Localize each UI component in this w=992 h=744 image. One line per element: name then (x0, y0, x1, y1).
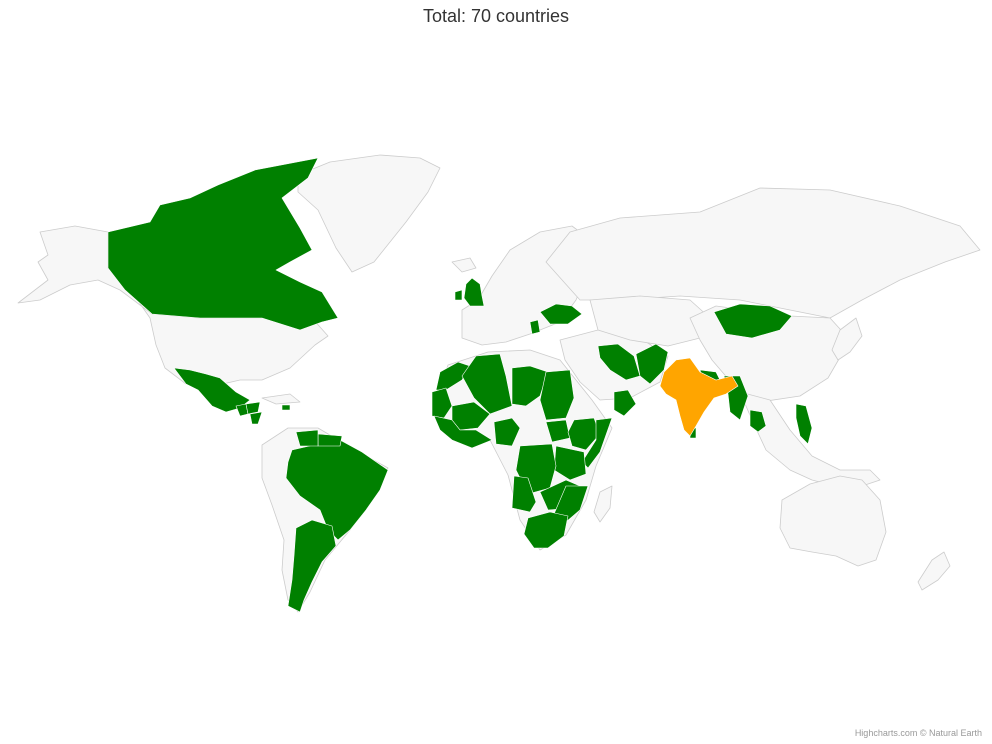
country-united-kingdom (463, 277, 485, 307)
country-nicaragua (249, 411, 263, 425)
country-sudan (539, 369, 575, 421)
country-somalia (581, 417, 613, 469)
selected-countries-layer[interactable] (107, 157, 813, 613)
country-morocco (435, 361, 471, 391)
country-honduras (245, 401, 261, 415)
country-guyana-suriname (317, 433, 343, 447)
southeast-asia-landmass (739, 391, 881, 491)
country-india (659, 357, 739, 437)
highlighted-countries-layer[interactable] (659, 357, 739, 437)
russia-landmass (545, 187, 981, 319)
credits-link[interactable]: Highcharts.com © Natural Earth (854, 728, 982, 738)
country-nigeria (493, 417, 521, 447)
new-zealand-landmass (917, 551, 951, 591)
country-west-africa-coast (433, 415, 493, 449)
country-angola (511, 475, 537, 513)
country-iran (597, 343, 641, 381)
greenland-landmass (297, 154, 441, 273)
japan-landmass (831, 317, 863, 361)
cuba-landmass (261, 393, 301, 405)
country-ukraine (539, 303, 583, 325)
country-libya (511, 365, 549, 407)
country-venezuela (295, 429, 319, 447)
country-argentina (287, 519, 337, 613)
map-title: Total: 70 countries (422, 6, 570, 26)
country-mongolia (713, 303, 793, 339)
country-serbia (529, 319, 541, 335)
country-mauritania (431, 387, 453, 419)
country-oman (613, 389, 637, 417)
country-vietnam-cambodia (749, 409, 767, 433)
country-ireland (454, 289, 463, 301)
country-algeria (461, 353, 513, 415)
country-south-africa (523, 511, 569, 549)
madagascar-landmass (593, 485, 613, 523)
country-canada (107, 157, 339, 331)
country-philippines (795, 403, 813, 445)
country-pakistan (635, 343, 669, 385)
country-jamaica (281, 404, 291, 411)
iceland-landmass (451, 257, 477, 273)
australia-landmass (779, 475, 887, 567)
country-brazil (285, 439, 389, 541)
country-mozambique-zimbabwe (553, 485, 589, 523)
country-ethiopia (567, 417, 601, 451)
